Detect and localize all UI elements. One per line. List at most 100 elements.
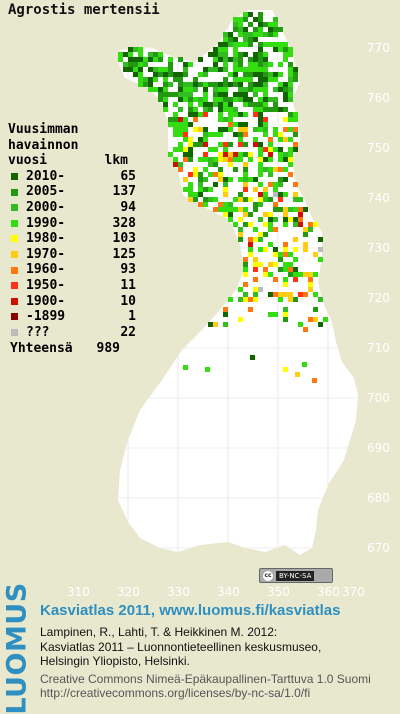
- occurrence-cell: [213, 322, 218, 327]
- occurrence-cell: [243, 172, 248, 177]
- y-tick-label: 680: [367, 491, 390, 505]
- occurrence-cell: [258, 82, 263, 87]
- occurrence-cell: [248, 242, 253, 247]
- occurrence-cell: [213, 172, 218, 177]
- occurrence-cell: [223, 182, 228, 187]
- occurrence-cell: [283, 97, 288, 102]
- occurrence-cell: [298, 272, 303, 277]
- occurrence-cell: [273, 17, 278, 22]
- occurrence-cell: [258, 112, 263, 117]
- occurrence-cell: [188, 87, 193, 92]
- occurrence-cell: [263, 247, 268, 252]
- occurrence-cell: [268, 137, 273, 142]
- occurrence-cell: [213, 147, 218, 152]
- occurrence-cell: [308, 287, 313, 292]
- occurrence-cell: [293, 237, 298, 242]
- occurrence-cell: [248, 102, 253, 107]
- occurrence-cell: [198, 112, 203, 117]
- footer-citation-1: Lampinen, R., Lahti, T. & Heikkinen M. 2…: [40, 625, 278, 639]
- occurrence-cell: [233, 17, 238, 22]
- occurrence-cell: [223, 77, 228, 82]
- occurrence-cell: [213, 62, 218, 67]
- occurrence-cell: [253, 207, 258, 212]
- occurrence-cell: [258, 167, 263, 172]
- occurrence-cell: [258, 172, 263, 177]
- occurrence-cell: [178, 87, 183, 92]
- occurrence-cell: [278, 297, 283, 302]
- occurrence-cell: [238, 82, 243, 87]
- occurrence-cell: [258, 97, 263, 102]
- occurrence-cell: [283, 177, 288, 182]
- occurrence-cell: [233, 97, 238, 102]
- occurrence-cell: [198, 137, 203, 142]
- occurrence-cell: [258, 262, 263, 267]
- occurrence-cell: [288, 67, 293, 72]
- occurrence-cell: [243, 87, 248, 92]
- occurrence-cell: [218, 57, 223, 62]
- occurrence-cell: [183, 117, 188, 122]
- legend-item-count: 94: [120, 199, 136, 215]
- occurrence-cell: [273, 72, 278, 77]
- occurrence-cell: [183, 97, 188, 102]
- occurrence-cell: [263, 147, 268, 152]
- occurrence-cell: [283, 262, 288, 267]
- occurrence-cell: [238, 42, 243, 47]
- occurrence-cell: [283, 217, 288, 222]
- occurrence-cell: [248, 247, 253, 252]
- occurrence-cell: [283, 312, 288, 317]
- occurrence-cell: [158, 72, 163, 77]
- occurrence-cell: [228, 57, 233, 62]
- cc-license-badge[interactable]: cc BY-NC-SA: [259, 568, 333, 583]
- occurrence-cell: [228, 37, 233, 42]
- legend-item-label: ???: [26, 324, 50, 340]
- occurrence-cell: [168, 72, 173, 77]
- occurrence-cell: [188, 187, 193, 192]
- occurrence-cell: [233, 152, 238, 157]
- occurrence-cell: [278, 197, 283, 202]
- occurrence-cell: [218, 102, 223, 107]
- occurrence-cell: [128, 67, 133, 72]
- occurrence-cell: [233, 92, 238, 97]
- occurrence-cell: [233, 22, 238, 27]
- legend-item-label: 1900-: [26, 293, 66, 309]
- occurrence-cell: [293, 197, 298, 202]
- occurrence-cell: [288, 112, 293, 117]
- occurrence-cell: [248, 307, 253, 312]
- occurrence-cell: [303, 247, 308, 252]
- footer-headline-link[interactable]: Kasviatlas 2011, www.luomus.fi/kasviatla…: [40, 602, 341, 619]
- occurrence-cell: [208, 172, 213, 177]
- occurrence-cell: [268, 172, 273, 177]
- legend-swatch: [11, 297, 18, 305]
- occurrence-cell: [248, 152, 253, 157]
- occurrence-cell: [318, 257, 323, 262]
- occurrence-cells: [118, 12, 328, 383]
- occurrence-cell: [238, 217, 243, 222]
- occurrence-cell: [313, 252, 318, 257]
- occurrence-cell: [223, 207, 228, 212]
- occurrence-cell: [183, 157, 188, 162]
- occurrence-cell: [223, 117, 228, 122]
- occurrence-cell: [283, 52, 288, 57]
- occurrence-cell: [238, 92, 243, 97]
- occurrence-cell: [133, 47, 138, 52]
- occurrence-cell: [283, 137, 288, 142]
- occurrence-cell: [213, 67, 218, 72]
- occurrence-cell: [233, 132, 238, 137]
- occurrence-cell: [293, 217, 298, 222]
- occurrence-cell: [243, 42, 248, 47]
- legend-swatch: [11, 329, 18, 337]
- occurrence-cell: [248, 62, 253, 67]
- x-tick-label: 340: [217, 585, 240, 599]
- occurrence-cell: [203, 127, 208, 132]
- occurrence-cell: [213, 197, 218, 202]
- occurrence-cell: [253, 227, 258, 232]
- legend-swatch: [11, 204, 18, 212]
- footer-license-link[interactable]: http://creativecommons.org/licenses/by-n…: [40, 686, 311, 700]
- occurrence-cell: [268, 242, 273, 247]
- occurrence-cell: [253, 107, 258, 112]
- legend-item-count: 10: [120, 293, 136, 309]
- occurrence-cell: [178, 167, 183, 172]
- occurrence-cell: [278, 152, 283, 157]
- finland-distribution-map: [118, 10, 358, 555]
- occurrence-cell: [193, 142, 198, 147]
